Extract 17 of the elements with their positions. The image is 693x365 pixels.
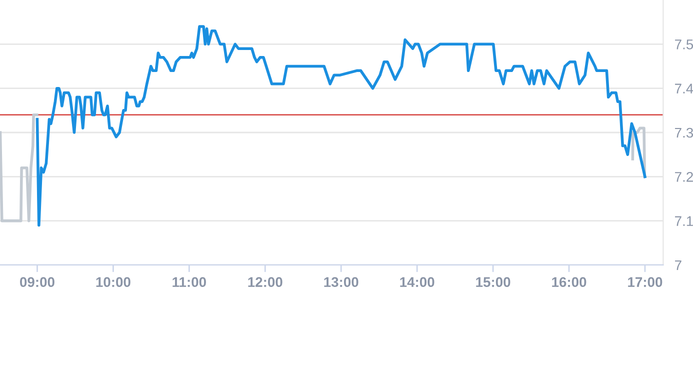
x-tick-label: 15:00 <box>476 277 510 287</box>
y-tick-label: 7.5 <box>675 40 693 50</box>
y-tick-label: 7.3 <box>675 128 693 138</box>
x-tick-label: 13:00 <box>324 277 358 288</box>
y-tick-label: 7.1 <box>675 216 693 226</box>
line-series <box>0 113 38 222</box>
x-tick-label: 11:00 <box>172 277 206 287</box>
x-tick-label: 17:00 <box>628 277 662 287</box>
line-series <box>36 25 646 227</box>
y-tick-label: 7.4 <box>675 84 693 94</box>
y-tick-label: 7.2 <box>675 172 693 182</box>
x-tick-label: 12:00 <box>248 277 282 287</box>
y-tick-label: 7 <box>675 260 682 270</box>
x-tick-label: 10:00 <box>96 277 130 287</box>
x-tick-label: 14:00 <box>400 277 434 287</box>
x-tick-label: 16:00 <box>552 277 586 287</box>
x-tick-label: 09:00 <box>20 277 54 287</box>
